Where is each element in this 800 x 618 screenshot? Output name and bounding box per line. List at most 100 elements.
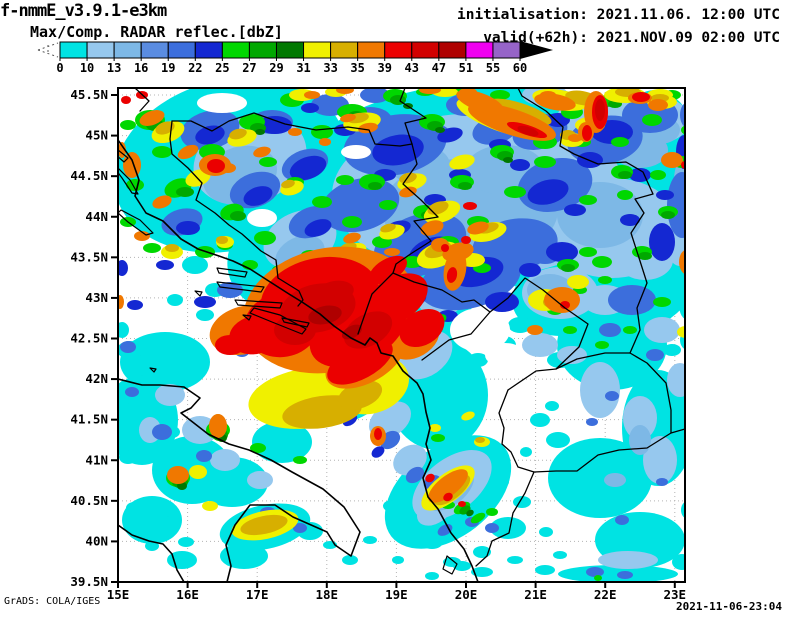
radar-cell-level-1 [643,436,677,484]
radar-cell-level-6 [152,146,172,158]
radar-cell-level-9 [202,501,218,511]
radar-cell-level-11 [358,122,378,134]
radar-cell-level-1 [623,396,657,440]
lat-tick-label: 43.5N [70,249,108,264]
radar-cell-level-6 [623,326,637,334]
radar-cell-level-11 [209,414,227,438]
no-echo-patch [341,145,371,159]
radar-cell-level-5 [649,223,675,261]
radar-cell-level-12 [327,339,393,385]
radar-cell-level-11 [304,91,320,99]
radar-cell-level-4 [485,523,499,533]
radar-cell-level-5 [510,159,530,171]
radar-cell-level-0 [363,536,377,544]
radar-cell-level-5 [156,260,174,270]
radar-cell-level-11 [428,469,468,503]
radar-cell-level-6 [579,195,597,205]
country-border [517,88,654,354]
radar-cell-level-12 [458,501,466,507]
radar-cell-level-5 [304,219,332,237]
radar-cell-level-7 [661,211,675,219]
island-outline [194,290,203,297]
radar-cell-level-11 [527,325,543,335]
colorbar-segment [194,41,223,59]
radar-cell-level-12 [632,92,650,102]
radar-cell-level-6 [120,120,136,130]
radar-cell-level-6 [250,443,266,453]
radar-cell-level-11 [419,88,441,94]
radar-cell-level-4 [608,285,656,315]
radar-cell-level-5 [118,260,128,276]
island-outline [118,167,139,195]
radar-cell-level-11 [544,287,580,313]
radar-cell-level-10 [240,514,288,536]
radar-cell-level-11 [420,220,444,236]
radar-cell-level-10 [165,244,179,252]
radar-cell-level-4 [217,282,243,298]
radar-cell-level-11 [459,88,477,96]
radar-cell-level-11 [679,249,685,275]
radar-cell-level-7 [638,252,652,260]
initialisation-time: initialisation: 2021.11.06. 12:00 UTC [456,7,780,23]
radar-cell-level-1 [522,333,558,357]
colorbar-segment [86,41,115,59]
country-border [475,471,535,567]
radar-cell-level-11 [177,144,199,160]
radar-cell-level-11 [319,138,331,146]
radar-cell-level-5 [564,204,586,216]
lat-tick-label: 40.5N [70,493,108,508]
radar-cell-level-5 [243,186,273,206]
radar-cell-level-6 [470,512,486,524]
no-echo-patch [247,209,277,227]
colorbar-segment [275,41,305,59]
radar-cell-level-0 [679,290,685,320]
radar-cell-level-0 [621,485,643,499]
lat-tick-label: 44N [85,209,108,224]
colorbar-segment [411,41,440,59]
radar-cell-level-6 [598,276,612,284]
colorbar-tick-label: 13 [107,61,121,75]
radar-cell-level-6 [254,231,276,245]
colorbar-tick-label: 29 [269,61,283,75]
radar-cell-level-4 [360,88,390,103]
country-border [489,277,589,391]
radar-cell-level-0 [545,401,559,411]
country-border [357,272,394,335]
radar-cell-level-12 [374,428,382,440]
radar-cell-level-8 [503,157,513,163]
radar-cell-level-0 [539,527,553,537]
island-outline [234,299,283,309]
radar-cell-level-7 [458,182,472,190]
radar-cell-level-1 [155,384,185,406]
radar-cell-level-10 [399,172,417,184]
colorbar-segment [140,41,169,59]
lat-tick-label: 42N [85,371,108,386]
radar-cell-level-8 [177,482,187,490]
radar-cell-level-4 [646,349,664,361]
radar-cell-level-10 [155,121,175,135]
colorbar-segment [330,41,359,59]
radar-cell-level-0 [546,432,570,448]
radar-cell-level-12 [121,96,131,104]
radar-cell-level-9 [189,465,207,479]
radar-cell-level-0 [421,535,443,549]
colorbar-tick-label: 47 [432,61,446,75]
radar-cell-level-4 [599,323,621,337]
radar-cell-level-1 [667,363,685,397]
colorbar-segment [113,41,142,59]
radar-cell-level-12 [425,473,435,483]
radar-cell-level-6 [490,90,510,100]
radar-cell-level-11 [118,295,124,309]
island-outline [442,555,458,575]
colorbar-segment [492,41,521,59]
lat-tick-label: 45N [85,128,108,143]
radar-cell-level-11 [399,186,417,198]
radar-cell-level-4 [615,515,629,525]
radar-cell-level-4 [586,567,604,577]
radar-cell-level-6 [312,196,332,208]
radar-cell-level-9 [429,424,441,432]
colorbar-tick-label: 33 [323,61,337,75]
radar-cell-level-0 [520,447,532,457]
colorbar-segment [221,41,250,59]
colorbar-segment [59,41,88,59]
